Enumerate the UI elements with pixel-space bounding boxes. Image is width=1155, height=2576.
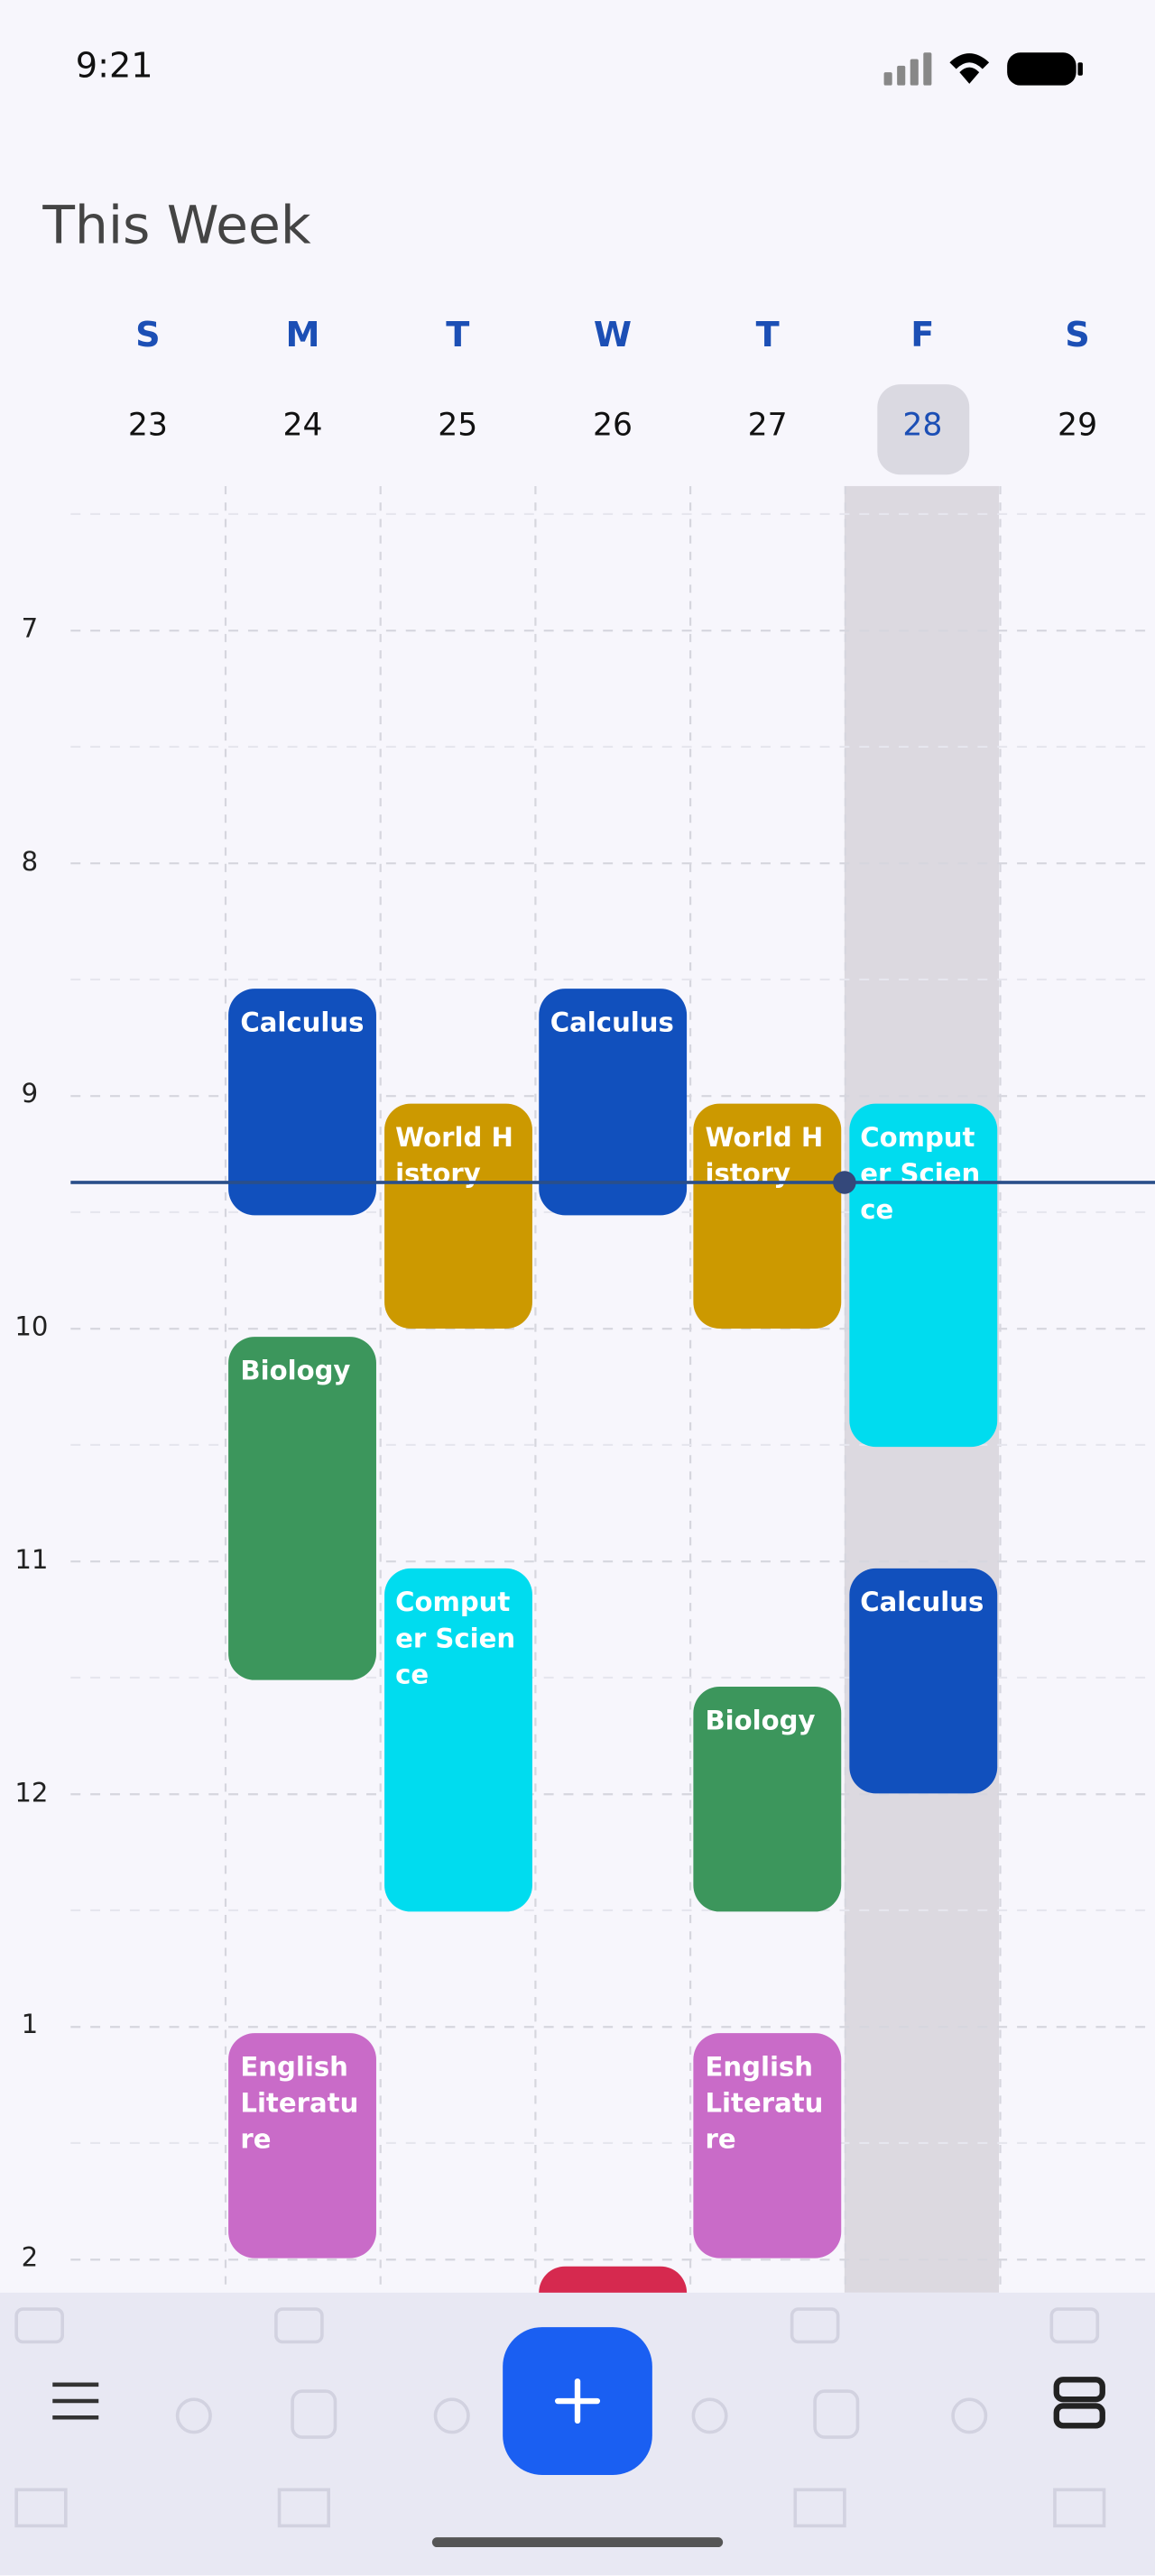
day-letter: W — [593, 315, 633, 355]
event: Computer Science — [848, 1103, 997, 1448]
day-date: 28 — [902, 407, 943, 444]
now-dot — [833, 1171, 856, 1194]
event: Calculus — [228, 989, 377, 1216]
status-time: 9:21 — [75, 45, 153, 86]
add-button[interactable] — [503, 2327, 652, 2475]
event: Calculus — [848, 1568, 997, 1794]
page-title: This Week — [42, 193, 311, 257]
view-toggle[interactable] — [1051, 2375, 1107, 2431]
day-date: 27 — [747, 407, 788, 444]
day-date: 23 — [127, 407, 168, 444]
day-date: 29 — [1058, 407, 1098, 444]
day-letter: F — [910, 315, 935, 355]
hour-label: 8 — [21, 845, 39, 877]
day-letter: S — [1065, 315, 1090, 355]
day-letter: S — [135, 315, 161, 355]
day-date: 26 — [592, 407, 633, 444]
event: Biology — [228, 1337, 377, 1680]
event: World History — [383, 1103, 532, 1329]
hour-label: 2 — [21, 2241, 39, 2273]
hour-label: 10 — [14, 1311, 49, 1342]
day-letter: T — [755, 315, 780, 355]
menu-button[interactable] — [50, 2378, 102, 2424]
event: English Literature — [693, 2033, 842, 2259]
event: World History — [693, 1103, 842, 1329]
hour-label: 7 — [21, 612, 39, 644]
day-letter: T — [446, 315, 470, 355]
event: Calculus — [539, 989, 687, 1216]
bar-pattern — [14, 2307, 1106, 2528]
today-pill — [877, 384, 970, 475]
event: Computer Science — [383, 1568, 532, 1912]
status-icons — [883, 52, 1083, 86]
day-date: 25 — [438, 407, 478, 444]
hour-label: 9 — [21, 1078, 39, 1109]
home-indicator — [431, 2537, 724, 2548]
hour-label: 1 — [21, 2009, 39, 2040]
event: Biology — [693, 1686, 842, 1912]
hour-label: 11 — [14, 1543, 49, 1575]
event: English Literature — [228, 2033, 377, 2259]
day-letter: M — [285, 315, 320, 355]
now-line — [70, 1181, 1155, 1183]
hour-label: 12 — [14, 1776, 49, 1808]
day-date: 24 — [282, 407, 323, 444]
